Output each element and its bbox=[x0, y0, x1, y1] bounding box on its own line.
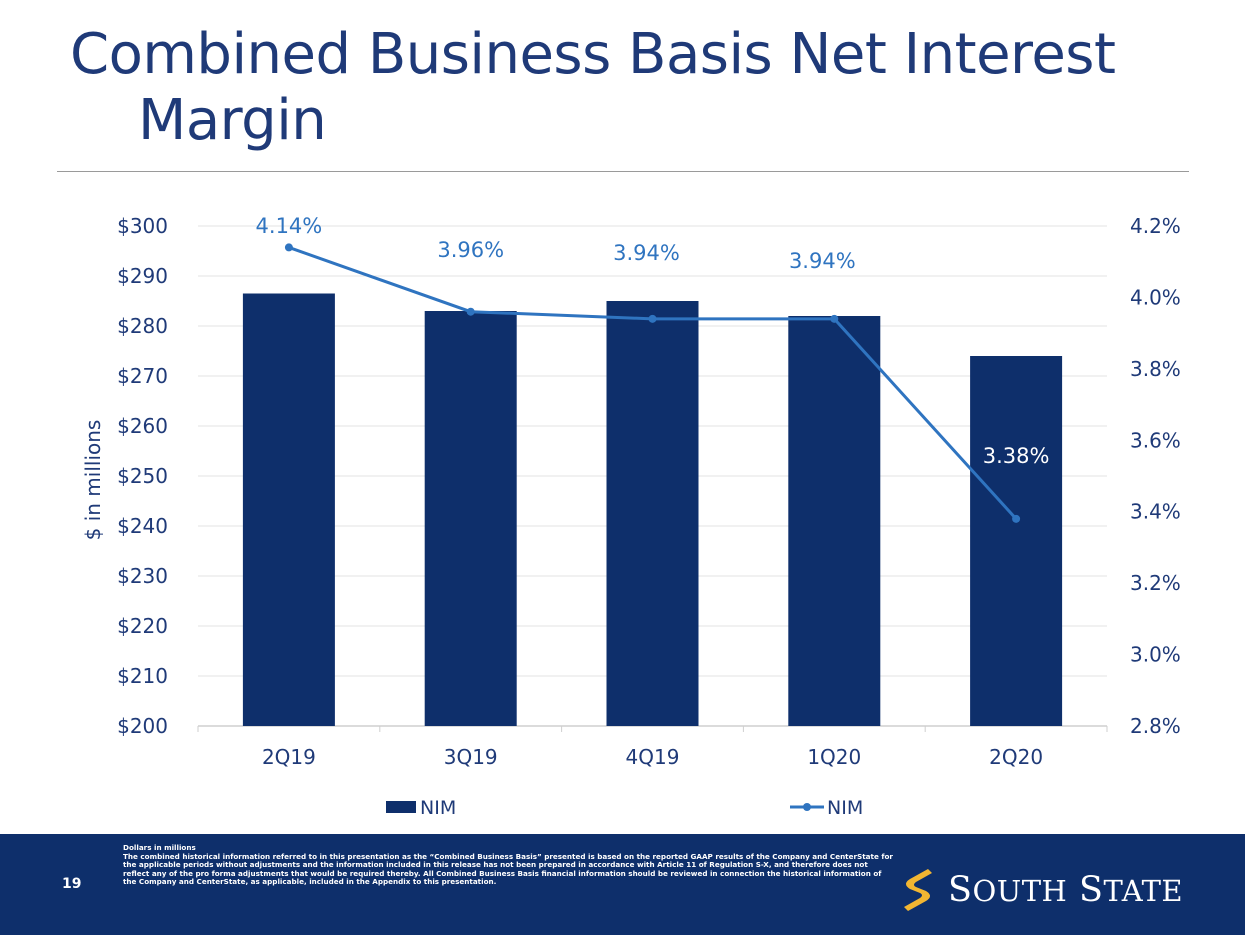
y-tick-label: $300 bbox=[117, 214, 168, 238]
y2-tick-label: 2.8% bbox=[1130, 714, 1181, 738]
nim-line-point bbox=[1012, 514, 1021, 523]
y-tick-label: $250 bbox=[117, 464, 168, 488]
footer-bar: 19 Dollars in millions The combined hist… bbox=[0, 834, 1245, 935]
logo-text-outh: OUTH bbox=[972, 874, 1068, 908]
logo-text-s1: S bbox=[948, 870, 973, 910]
y-tick-label: $240 bbox=[117, 514, 168, 538]
y2-tick-label: 3.6% bbox=[1130, 428, 1181, 452]
nim-line-point bbox=[466, 307, 475, 316]
y2-tick-label: 3.0% bbox=[1130, 643, 1181, 667]
page-number: 19 bbox=[62, 876, 82, 892]
bar bbox=[788, 316, 881, 726]
legend-line-label: NIM bbox=[827, 797, 863, 819]
x-tick-label: 2Q20 bbox=[989, 745, 1043, 769]
bar bbox=[606, 301, 699, 726]
south-state-logo-mark-icon bbox=[904, 869, 932, 911]
logo-text-s2: S bbox=[1078, 870, 1104, 910]
y-tick-label: $200 bbox=[117, 714, 168, 738]
nim-data-label: 3.94% bbox=[789, 249, 856, 273]
nim-data-label: 3.94% bbox=[613, 241, 680, 265]
logo-text-tate: TATE bbox=[1103, 874, 1184, 908]
page-title-line-1: Combined Business Basis Net Interest bbox=[70, 22, 1116, 87]
notes-body: The combined historical information refe… bbox=[123, 851, 893, 887]
y2-tick-label: 3.4% bbox=[1130, 500, 1181, 524]
y-tick-label: $260 bbox=[117, 414, 168, 438]
nim-line-point bbox=[830, 314, 839, 323]
y-tick-label: $270 bbox=[117, 364, 168, 388]
bar bbox=[242, 293, 335, 726]
title-divider bbox=[57, 171, 1189, 172]
y-tick-label: $220 bbox=[117, 614, 168, 638]
bar bbox=[424, 311, 517, 726]
y-tick-label: $280 bbox=[117, 314, 168, 338]
legend-bar-swatch bbox=[386, 801, 416, 813]
south-state-logo: SOUTH STATE bbox=[898, 862, 1183, 918]
y2-tick-label: 4.2% bbox=[1130, 214, 1181, 238]
y-axis-title: $ in millions bbox=[81, 420, 105, 541]
footer-notes: Dollars in millions The combined histori… bbox=[123, 843, 893, 887]
y-tick-label: $290 bbox=[117, 264, 168, 288]
x-tick-label: 1Q20 bbox=[807, 745, 861, 769]
y2-tick-label: 3.8% bbox=[1130, 357, 1181, 381]
nim-data-label: 3.38% bbox=[983, 444, 1050, 468]
page-title: Combined Business Basis Net Interest Mar… bbox=[70, 22, 1190, 154]
legend-line-marker bbox=[803, 803, 811, 811]
nim-line-point bbox=[648, 314, 657, 323]
x-tick-label: 2Q19 bbox=[262, 745, 316, 769]
bar bbox=[970, 356, 1063, 726]
x-tick-label: 4Q19 bbox=[626, 745, 680, 769]
x-tick-label: 3Q19 bbox=[444, 745, 498, 769]
notes-heading: Dollars in millions bbox=[123, 843, 196, 852]
y-tick-label: $230 bbox=[117, 564, 168, 588]
nim-data-label: 3.96% bbox=[437, 238, 504, 262]
y-tick-label: $210 bbox=[117, 664, 168, 688]
nim-line-point bbox=[284, 243, 293, 252]
y2-tick-label: 3.2% bbox=[1130, 571, 1181, 595]
nim-chart: $300 $290 $280 $270 $260 $250 $240 $230 $220 $210… bbox=[81, 214, 1181, 819]
nim-data-label: 4.14% bbox=[256, 214, 323, 238]
legend-bar-label: NIM bbox=[420, 797, 456, 819]
south-state-logo-text: SOUTH STATE bbox=[948, 870, 1183, 910]
page-title-line-2: Margin bbox=[138, 88, 327, 153]
y2-tick-label: 4.0% bbox=[1130, 285, 1181, 309]
